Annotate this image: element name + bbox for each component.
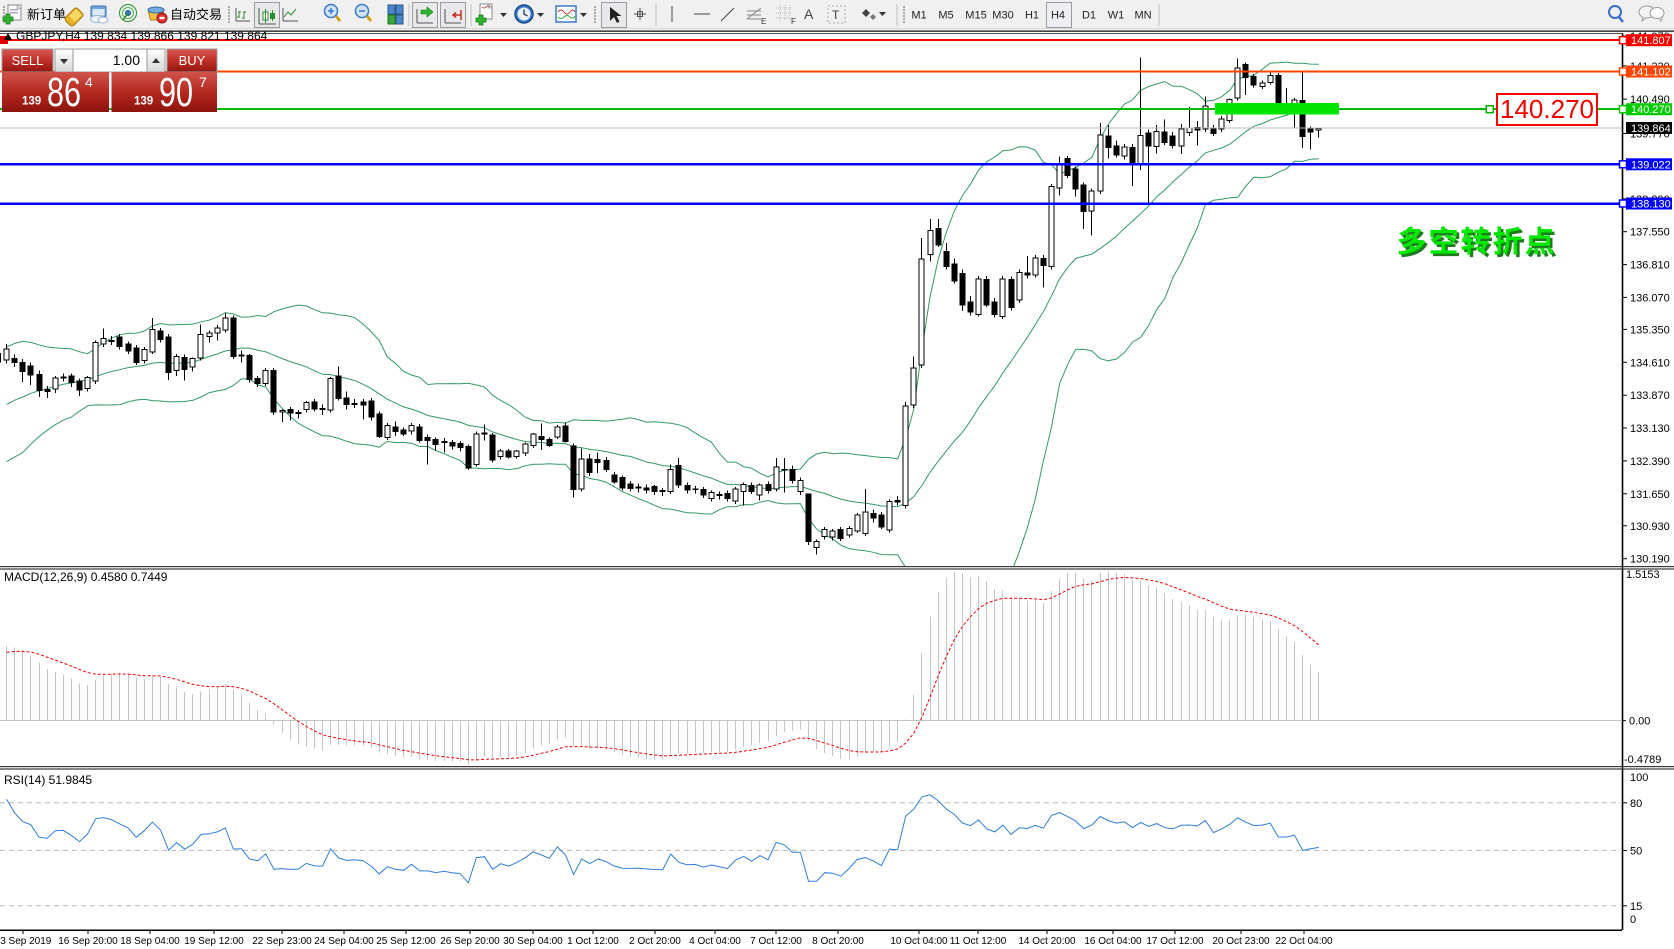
svg-text:22 Sep 23:00: 22 Sep 23:00 <box>252 936 312 947</box>
svg-text:MN: MN <box>1134 10 1151 22</box>
svg-text:19 Sep 12:00: 19 Sep 12:00 <box>184 936 244 947</box>
svg-text:E: E <box>761 17 766 26</box>
svg-text:20 Oct 23:00: 20 Oct 23:00 <box>1212 936 1270 947</box>
svg-text:A: A <box>804 6 814 22</box>
svg-text:24 Sep 04:00: 24 Sep 04:00 <box>314 936 374 947</box>
svg-text:50: 50 <box>1630 845 1642 857</box>
svg-text:2 Oct 20:00: 2 Oct 20:00 <box>629 936 681 947</box>
svg-text:133.870: 133.870 <box>1630 390 1670 402</box>
svg-text:M5: M5 <box>938 10 953 22</box>
svg-text:139: 139 <box>22 96 41 108</box>
svg-text:GBPJPY,H4 139.834 139.866 139: GBPJPY,H4 139.834 139.866 139.821 139.86… <box>16 29 268 43</box>
svg-text:100: 100 <box>1630 772 1648 784</box>
svg-text:137.550: 137.550 <box>1630 227 1670 239</box>
svg-text:25 Sep 12:00: 25 Sep 12:00 <box>376 936 436 947</box>
svg-text:90: 90 <box>159 69 193 115</box>
svg-text:0.00: 0.00 <box>1629 716 1650 728</box>
svg-text:140.270: 140.270 <box>1631 104 1671 116</box>
svg-text:140.270: 140.270 <box>1500 94 1594 124</box>
svg-text:18 Sep 04:00: 18 Sep 04:00 <box>120 936 180 947</box>
svg-text:30 Sep 04:00: 30 Sep 04:00 <box>503 936 563 947</box>
svg-text:16 Sep 20:00: 16 Sep 20:00 <box>58 936 118 947</box>
svg-text:139.864: 139.864 <box>1631 123 1671 135</box>
svg-text:T: T <box>832 8 840 22</box>
svg-text:H1: H1 <box>1025 10 1039 22</box>
svg-text:86: 86 <box>47 69 81 115</box>
svg-text:BUY: BUY <box>179 53 206 68</box>
svg-text:135.350: 135.350 <box>1630 324 1670 336</box>
svg-text:134.610: 134.610 <box>1630 357 1670 369</box>
svg-text:139: 139 <box>134 96 153 108</box>
svg-text:D1: D1 <box>1082 10 1096 22</box>
svg-text:4 Oct 04:00: 4 Oct 04:00 <box>689 936 741 947</box>
svg-text:M1: M1 <box>911 10 926 22</box>
svg-text:0: 0 <box>1630 914 1636 926</box>
svg-text:M15: M15 <box>965 10 986 22</box>
svg-text:138.130: 138.130 <box>1631 199 1671 211</box>
svg-text:7: 7 <box>199 74 207 90</box>
svg-text:22 Oct 04:00: 22 Oct 04:00 <box>1275 936 1333 947</box>
svg-text:H4: H4 <box>1051 10 1065 22</box>
svg-text:26 Sep 20:00: 26 Sep 20:00 <box>440 936 500 947</box>
svg-text:RSI(14) 51.9845: RSI(14) 51.9845 <box>4 773 92 787</box>
svg-text:8 Oct 20:00: 8 Oct 20:00 <box>812 936 864 947</box>
svg-text:140.490: 140.490 <box>1630 94 1670 106</box>
svg-text:131.650: 131.650 <box>1630 489 1670 501</box>
svg-text:133.130: 133.130 <box>1630 423 1670 435</box>
svg-text:139.022: 139.022 <box>1631 159 1671 171</box>
svg-text:W1: W1 <box>1108 10 1125 22</box>
svg-text:141.102: 141.102 <box>1631 67 1671 79</box>
svg-text:-0.4789: -0.4789 <box>1624 754 1661 766</box>
svg-text:17 Oct 12:00: 17 Oct 12:00 <box>1146 936 1204 947</box>
svg-text:10 Oct 04:00: 10 Oct 04:00 <box>890 936 948 947</box>
svg-text:14 Oct 20:00: 14 Oct 20:00 <box>1018 936 1076 947</box>
svg-text:7 Oct 12:00: 7 Oct 12:00 <box>750 936 802 947</box>
svg-text:136.810: 136.810 <box>1630 260 1670 272</box>
svg-text:1 Oct 12:00: 1 Oct 12:00 <box>567 936 619 947</box>
svg-text:1.00: 1.00 <box>113 52 140 68</box>
svg-text:F: F <box>791 17 796 26</box>
svg-text:16 Oct 04:00: 16 Oct 04:00 <box>1084 936 1142 947</box>
svg-text:13 Sep 2019: 13 Sep 2019 <box>0 936 52 947</box>
svg-text:132.390: 132.390 <box>1630 456 1670 468</box>
svg-text:80: 80 <box>1630 798 1642 810</box>
svg-text:1.5153: 1.5153 <box>1626 569 1660 581</box>
svg-text:4: 4 <box>85 74 93 90</box>
svg-text:SELL: SELL <box>12 53 44 68</box>
svg-text:136.070: 136.070 <box>1630 292 1670 304</box>
svg-text:M30: M30 <box>992 10 1013 22</box>
svg-text:130.190: 130.190 <box>1630 554 1670 566</box>
svg-text:11 Oct 12:00: 11 Oct 12:00 <box>950 936 1007 947</box>
svg-text:130.930: 130.930 <box>1630 521 1670 533</box>
svg-text:15: 15 <box>1630 901 1642 913</box>
svg-text:141.807: 141.807 <box>1631 35 1671 47</box>
svg-text:MACD(12,26,9) 0.4580 0.7449: MACD(12,26,9) 0.4580 0.7449 <box>4 570 168 584</box>
